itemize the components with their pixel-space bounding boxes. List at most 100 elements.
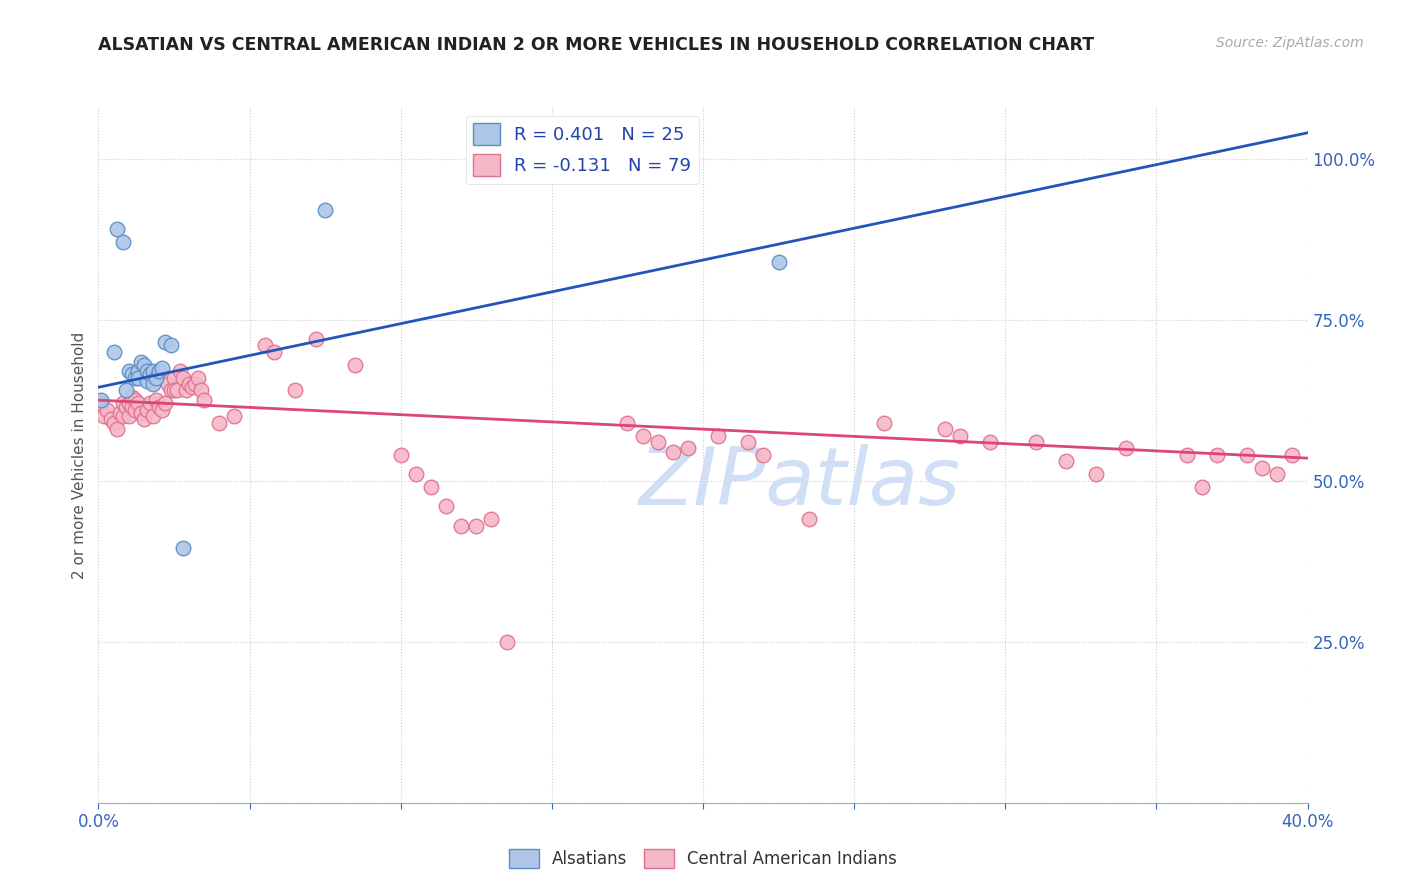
Point	[190, 384, 212, 398]
Point	[129, 406, 152, 420]
Legend: R = 0.401   N = 25, R = -0.131   N = 79: R = 0.401 N = 25, R = -0.131 N = 79	[465, 116, 699, 184]
Point	[253, 338, 276, 352]
Point	[305, 332, 328, 346]
Point	[103, 344, 125, 359]
Point	[135, 374, 157, 388]
Point	[142, 409, 165, 424]
Point	[181, 380, 204, 394]
Point	[193, 393, 215, 408]
Point	[93, 409, 115, 424]
Point	[132, 358, 155, 372]
Point	[118, 396, 141, 410]
Point	[139, 368, 162, 382]
Point	[129, 354, 152, 368]
Text: Source: ZipAtlas.com: Source: ZipAtlas.com	[1216, 36, 1364, 50]
Point	[676, 442, 699, 456]
Point	[145, 393, 167, 408]
Point	[172, 370, 194, 384]
Point	[1236, 448, 1258, 462]
Point	[118, 409, 141, 424]
Point	[1267, 467, 1289, 482]
Point	[495, 634, 517, 648]
Point	[163, 370, 186, 384]
Point	[1191, 480, 1213, 494]
Point	[145, 370, 167, 384]
Point	[314, 203, 336, 218]
Legend: Alsatians, Central American Indians: Alsatians, Central American Indians	[502, 842, 904, 875]
Point	[142, 377, 165, 392]
Point	[420, 480, 443, 494]
Point	[111, 396, 134, 410]
Point	[103, 416, 125, 430]
Point	[105, 422, 128, 436]
Point	[224, 409, 246, 424]
Point	[121, 390, 143, 404]
Point	[1206, 448, 1229, 462]
Point	[1054, 454, 1077, 468]
Point	[979, 435, 1001, 450]
Point	[174, 384, 197, 398]
Point	[647, 435, 669, 450]
Point	[132, 412, 155, 426]
Point	[179, 377, 201, 392]
Point	[121, 400, 143, 414]
Point	[284, 384, 307, 398]
Point	[1115, 442, 1137, 456]
Point	[118, 364, 141, 378]
Point	[139, 396, 162, 410]
Point	[631, 428, 654, 442]
Point	[148, 400, 170, 414]
Point	[111, 235, 134, 250]
Point	[105, 222, 128, 236]
Point	[153, 335, 176, 350]
Point	[481, 512, 503, 526]
Text: ZIPatlas: ZIPatlas	[638, 443, 960, 522]
Point	[616, 416, 638, 430]
Point	[187, 370, 209, 384]
Point	[148, 364, 170, 378]
Point	[142, 364, 165, 378]
Point	[135, 402, 157, 417]
Point	[1024, 435, 1046, 450]
Point	[405, 467, 427, 482]
Point	[163, 384, 186, 398]
Point	[124, 370, 146, 384]
Point	[263, 344, 285, 359]
Point	[156, 377, 179, 392]
Point	[90, 393, 112, 408]
Point	[96, 402, 118, 417]
Point	[344, 358, 367, 372]
Point	[934, 422, 956, 436]
Point	[1175, 448, 1198, 462]
Point	[662, 444, 685, 458]
Point	[172, 541, 194, 556]
Point	[121, 368, 143, 382]
Point	[949, 428, 972, 442]
Point	[389, 448, 412, 462]
Point	[707, 428, 730, 442]
Text: ALSATIAN VS CENTRAL AMERICAN INDIAN 2 OR MORE VEHICLES IN HOUSEHOLD CORRELATION : ALSATIAN VS CENTRAL AMERICAN INDIAN 2 OR…	[98, 36, 1094, 54]
Point	[1085, 467, 1108, 482]
Point	[150, 402, 173, 417]
Point	[169, 364, 191, 378]
Y-axis label: 2 or more Vehicles in Household: 2 or more Vehicles in Household	[72, 331, 87, 579]
Point	[797, 512, 820, 526]
Point	[127, 370, 149, 384]
Point	[1281, 448, 1303, 462]
Point	[752, 448, 775, 462]
Point	[127, 364, 149, 378]
Point	[160, 384, 183, 398]
Point	[450, 518, 472, 533]
Point	[127, 396, 149, 410]
Point	[1251, 460, 1274, 475]
Point	[100, 412, 122, 426]
Point	[768, 254, 790, 268]
Point	[434, 500, 457, 514]
Point	[90, 396, 112, 410]
Point	[737, 435, 759, 450]
Point	[108, 406, 131, 420]
Point	[208, 416, 231, 430]
Point	[114, 400, 136, 414]
Point	[166, 384, 188, 398]
Point	[111, 409, 134, 424]
